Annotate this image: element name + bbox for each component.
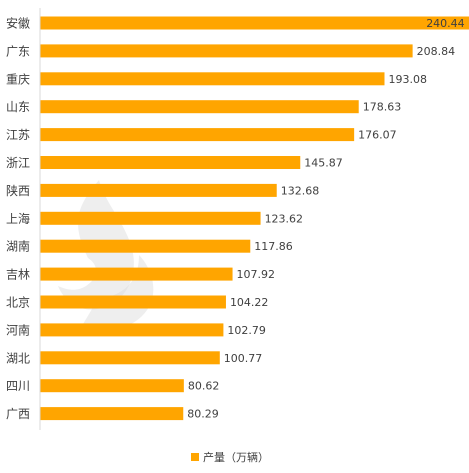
category-label: 浙江 — [6, 156, 30, 170]
value-label: 178.63 — [363, 101, 402, 114]
bar-浙江 — [40, 156, 301, 169]
bar-山东 — [40, 100, 359, 114]
bar-安徽 — [40, 16, 469, 30]
value-label: 80.29 — [187, 408, 219, 421]
value-label: 176.07 — [358, 129, 397, 142]
category-label: 上海 — [6, 211, 30, 226]
legend-swatch — [191, 453, 199, 461]
bar-湖南 — [40, 239, 251, 253]
value-label: 132.68 — [281, 184, 320, 197]
value-label: 240.44 — [426, 17, 465, 30]
bar-重庆 — [40, 72, 385, 86]
value-label: 145.87 — [304, 157, 343, 170]
category-label: 广东 — [6, 44, 30, 58]
labels-layer: 安徽 240.44 广东 208.84 重庆 193.08 山东 178.63 江苏 176.07… — [6, 16, 465, 422]
value-label: 100.77 — [224, 352, 263, 365]
bar-北京 — [40, 295, 226, 309]
value-label: 107.92 — [237, 268, 276, 281]
category-label: 吉林 — [6, 268, 30, 282]
bar-湖北 — [40, 351, 220, 365]
category-label: 山东 — [6, 100, 30, 114]
bar-陕西 — [40, 183, 277, 197]
value-label: 104.22 — [230, 296, 269, 309]
value-label: 102.79 — [227, 324, 265, 337]
category-label: 湖南 — [6, 239, 30, 254]
category-label: 江苏 — [6, 128, 30, 142]
value-label: 117.86 — [254, 240, 293, 253]
category-label: 广西 — [6, 407, 30, 421]
bar-广东 — [40, 44, 413, 58]
value-label: 123.62 — [265, 212, 304, 225]
bar-上海 — [40, 211, 261, 225]
bar-广西 — [40, 407, 184, 421]
category-label: 北京 — [6, 296, 30, 310]
value-label: 193.08 — [388, 73, 427, 86]
legend-label: 产量（万辆） — [203, 450, 269, 464]
category-label: 河南 — [6, 322, 30, 337]
category-label: 四川 — [6, 379, 30, 393]
value-label: 80.62 — [188, 380, 220, 393]
bar-河南 — [40, 323, 224, 337]
bar-吉林 — [40, 267, 233, 281]
value-label: 208.84 — [417, 45, 456, 58]
category-label: 安徽 — [6, 16, 30, 31]
bars-layer — [40, 16, 469, 421]
bar-四川 — [40, 379, 184, 393]
category-label: 重庆 — [6, 72, 30, 86]
category-label: 湖北 — [6, 350, 30, 365]
category-label: 陕西 — [6, 183, 30, 198]
bar-江苏 — [40, 128, 355, 142]
legend: 产量（万辆） — [191, 450, 269, 464]
